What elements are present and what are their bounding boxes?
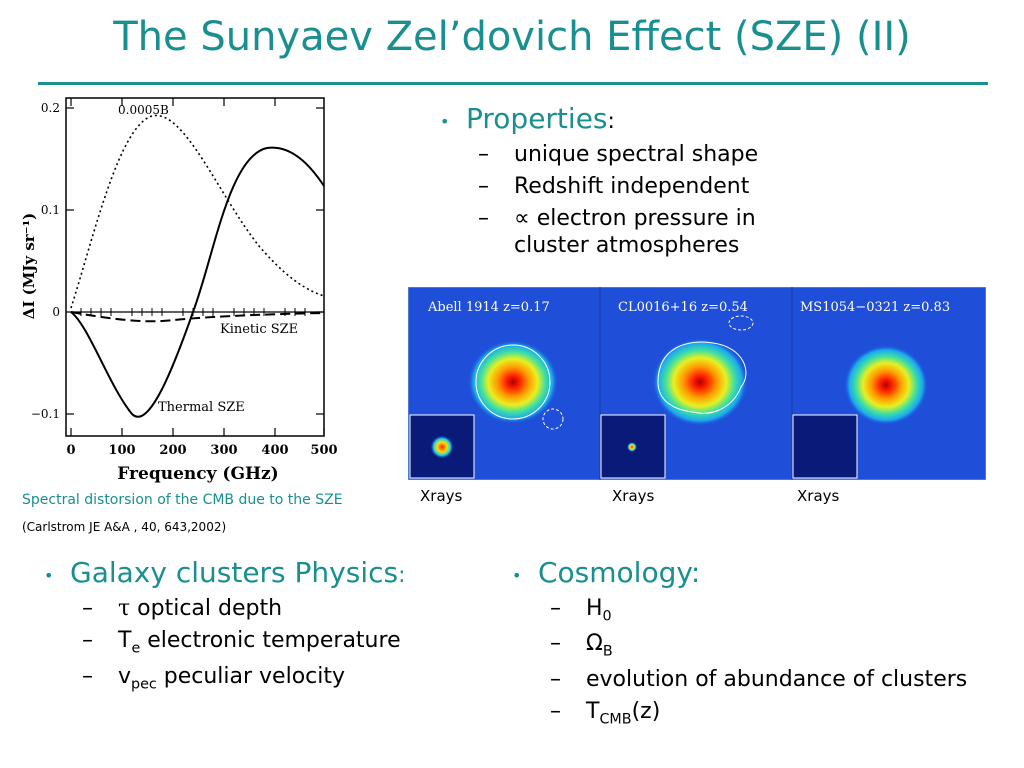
cmb-label: 0.0005B xyxy=(118,103,169,117)
cmb-curve xyxy=(70,114,325,309)
xray-label: Xrays xyxy=(420,487,463,505)
sze-spectrum-plot: 0.0005B Kinetic SZE Thermal SZE 0.2 0.1 … xyxy=(20,97,338,484)
galaxy-heading: Galaxy clusters Physics xyxy=(70,556,399,589)
xtick-label: 500 xyxy=(310,443,337,458)
map-label: CL0016+16 z=0.54 xyxy=(618,300,748,315)
ytick-label: 0.1 xyxy=(41,203,60,217)
properties-heading: Properties xyxy=(466,102,608,135)
list-item: – ΩB xyxy=(550,631,613,660)
kinetic-label: Kinetic SZE xyxy=(220,322,298,337)
map-panel-1: Abell 1914 z=0.17 xyxy=(409,300,564,479)
list-item: – evolution of abundance of clusters xyxy=(550,666,968,692)
y-axis-label: ΔI (MJy sr⁻¹) xyxy=(20,213,38,320)
xtick-label: 200 xyxy=(159,443,186,458)
bullet-dot: • xyxy=(440,112,450,132)
title-rule xyxy=(38,82,988,85)
ytick-label: −0.1 xyxy=(31,407,60,421)
list-item: – TCMB(z) xyxy=(550,699,661,728)
list-item: – Redshift independent xyxy=(478,173,750,199)
xray-label: Xrays xyxy=(612,487,655,505)
thermal-sze-curve xyxy=(70,146,325,418)
x-axis-label: Frequency (GHz) xyxy=(117,464,278,484)
slide-title: The Sunyaev Zel’dovich Effect (SZE) (II) xyxy=(113,14,911,60)
cosmology-heading: Cosmology: xyxy=(538,556,701,589)
ytick-label: 0.2 xyxy=(41,101,60,115)
map-panel-2: CL0016+16 z=0.54 xyxy=(600,300,754,479)
xtick-label: 0 xyxy=(66,443,75,458)
bullet-dot: • xyxy=(512,566,522,586)
xtick-label: 100 xyxy=(108,443,135,458)
xtick-label: 400 xyxy=(261,443,288,458)
xtick-label: 300 xyxy=(210,443,237,458)
propto-symbol: ∝ xyxy=(514,206,530,232)
map-label: Abell 1914 z=0.17 xyxy=(427,300,550,315)
ytick-label: 0 xyxy=(52,305,60,319)
map-panel-3: MS1054−0321 z=0.83 xyxy=(792,300,950,479)
sz-cluster-maps: Abell 1914 z=0.17 CL0016+16 z=0.54 MS105… xyxy=(408,287,986,480)
kinetic-sze-curve xyxy=(70,311,325,323)
list-item: – unique spectral shape xyxy=(478,141,759,167)
plot-reference: (Carlstrom JE A&A , 40, 643,2002) xyxy=(22,520,227,534)
plot-caption: Spectral distorsion of the CMB due to th… xyxy=(22,492,343,508)
list-item: – ∝ electron pressure in cluster atmospher… xyxy=(478,206,756,258)
list-item: – H0 xyxy=(550,595,612,624)
list-item: – Te electronic temperature xyxy=(82,627,401,657)
list-item: – τ optical depth xyxy=(82,595,283,621)
properties-list: • Properties: – unique spectral shape – Red… xyxy=(440,102,1000,259)
thermal-label: Thermal SZE xyxy=(158,400,245,415)
list-item: – vpec peculiar velocity xyxy=(82,663,346,692)
galaxy-physics-list: • Galaxy clusters Physics: – τ optical dep… xyxy=(44,556,504,693)
cosmology-list: • Cosmology: – H0 – ΩB – evolution of abunda… xyxy=(512,556,1022,729)
map-label: MS1054−0321 z=0.83 xyxy=(800,300,950,315)
xray-label: Xrays xyxy=(797,487,840,505)
bullet-dot: • xyxy=(44,566,54,586)
